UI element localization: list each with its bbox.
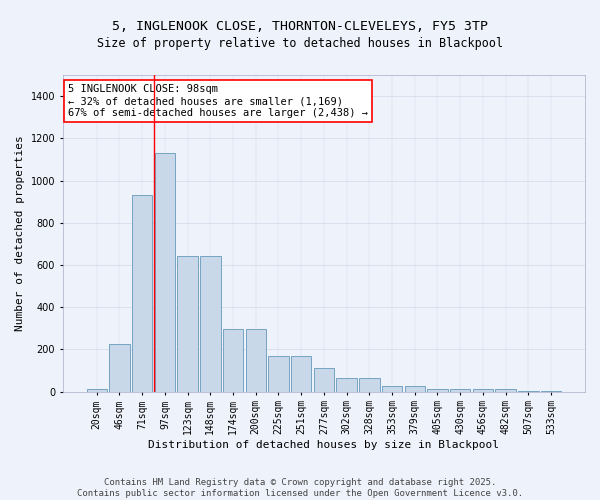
Bar (86, 390, 107, 392)
Bar (382, 386, 402, 392)
Bar (109, 344, 130, 392)
Bar (473, 390, 493, 392)
Text: 5 INGLENOOK CLOSE: 98sqm
← 32% of detached houses are smaller (1,169)
67% of sem: 5 INGLENOOK CLOSE: 98sqm ← 32% of detach… (68, 84, 368, 117)
Bar (404, 386, 425, 392)
X-axis label: Distribution of detached houses by size in Blackpool: Distribution of detached houses by size … (148, 440, 499, 450)
Bar (450, 390, 470, 392)
Bar (291, 356, 311, 392)
Bar (155, 153, 175, 392)
Text: Size of property relative to detached houses in Blackpool: Size of property relative to detached ho… (97, 38, 503, 51)
Bar (314, 368, 334, 392)
Bar (178, 256, 198, 392)
Text: Contains HM Land Registry data © Crown copyright and database right 2025.
Contai: Contains HM Land Registry data © Crown c… (77, 478, 523, 498)
Bar (245, 330, 266, 392)
Bar (200, 256, 221, 392)
Bar (518, 390, 539, 392)
Bar (337, 378, 357, 392)
Bar (132, 196, 152, 392)
Text: 5, INGLENOOK CLOSE, THORNTON-CLEVELEYS, FY5 3TP: 5, INGLENOOK CLOSE, THORNTON-CLEVELEYS, … (112, 20, 488, 33)
Bar (427, 390, 448, 392)
Y-axis label: Number of detached properties: Number of detached properties (15, 136, 25, 331)
Bar (359, 378, 380, 392)
Bar (268, 356, 289, 392)
Bar (223, 330, 243, 392)
Bar (496, 390, 516, 392)
